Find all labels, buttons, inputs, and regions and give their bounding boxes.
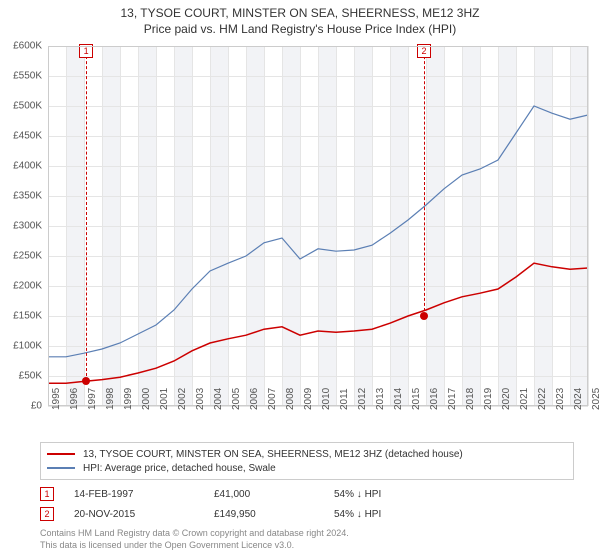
- x-axis-label: 2016: [429, 388, 440, 410]
- y-axis-label: £400K: [13, 161, 42, 172]
- x-axis-label: 2005: [231, 388, 242, 410]
- sales-pct: 54% ↓ HPI: [334, 489, 454, 500]
- x-axis-label: 2013: [375, 388, 386, 410]
- marker-dashed-line: [86, 46, 87, 381]
- sales-pct: 54% ↓ HPI: [334, 509, 454, 520]
- y-axis-label: £100K: [13, 341, 42, 352]
- y-axis-label: £450K: [13, 131, 42, 142]
- sales-price: £41,000: [214, 489, 334, 500]
- titles: 13, TYSOE COURT, MINSTER ON SEA, SHEERNE…: [0, 0, 600, 36]
- x-axis-label: 2004: [213, 388, 224, 410]
- marker-box: 2: [417, 44, 431, 58]
- x-axis-label: 2006: [249, 388, 260, 410]
- footer-line1: Contains HM Land Registry data © Crown c…: [40, 528, 349, 540]
- y-axis-label: £600K: [13, 41, 42, 52]
- x-axis-label: 2003: [195, 388, 206, 410]
- series-line: [48, 106, 588, 357]
- x-axis-label: 1996: [69, 388, 80, 410]
- x-axis-label: 2020: [501, 388, 512, 410]
- legend-row: 13, TYSOE COURT, MINSTER ON SEA, SHEERNE…: [47, 447, 567, 461]
- x-axis-label: 2000: [141, 388, 152, 410]
- y-axis-label: £0: [31, 401, 42, 412]
- legend-swatch: [47, 453, 75, 455]
- marker-dot: [82, 377, 90, 385]
- sales-table: 1 14-FEB-1997£41,00054% ↓ HPI 2 20-NOV-2015…: [40, 484, 454, 524]
- x-axis-label: 2021: [519, 388, 530, 410]
- x-axis-label: 2002: [177, 388, 188, 410]
- y-axis-label: £350K: [13, 191, 42, 202]
- x-axis-label: 2024: [573, 388, 584, 410]
- footer-line2: This data is licensed under the Open Gov…: [40, 540, 349, 552]
- marker-dot: [420, 312, 428, 320]
- x-axis-label: 2018: [465, 388, 476, 410]
- y-axis-label: £550K: [13, 71, 42, 82]
- sales-date: 20-NOV-2015: [74, 509, 214, 520]
- x-axis-label: 2007: [267, 388, 278, 410]
- y-axis-label: £50K: [19, 371, 42, 382]
- x-axis-label: 1997: [87, 388, 98, 410]
- x-axis-label: 2010: [321, 388, 332, 410]
- x-axis-label: 2012: [357, 388, 368, 410]
- x-axis-label: 2009: [303, 388, 314, 410]
- x-axis-label: 2023: [555, 388, 566, 410]
- series-line: [48, 263, 588, 383]
- x-axis-label: 1998: [105, 388, 116, 410]
- sales-row: 1 14-FEB-1997£41,00054% ↓ HPI: [40, 484, 454, 504]
- plot: 12: [48, 46, 588, 406]
- x-axis-label: 1999: [123, 388, 134, 410]
- y-axis-label: £500K: [13, 101, 42, 112]
- x-axis-label: 2015: [411, 388, 422, 410]
- legend-label: HPI: Average price, detached house, Swal…: [83, 463, 276, 474]
- x-axis-label: 2008: [285, 388, 296, 410]
- x-axis-label: 2025: [591, 388, 600, 410]
- y-axis-label: £300K: [13, 221, 42, 232]
- title-sub: Price paid vs. HM Land Registry's House …: [0, 22, 600, 36]
- title-main: 13, TYSOE COURT, MINSTER ON SEA, SHEERNE…: [0, 6, 600, 20]
- x-axis-label: 2011: [339, 388, 350, 410]
- gridline-v: [588, 46, 589, 406]
- sales-marker: 1: [40, 487, 54, 501]
- sales-date: 14-FEB-1997: [74, 489, 214, 500]
- legend: 13, TYSOE COURT, MINSTER ON SEA, SHEERNE…: [40, 442, 574, 480]
- footer: Contains HM Land Registry data © Crown c…: [40, 528, 349, 551]
- sales-row: 2 20-NOV-2015£149,95054% ↓ HPI: [40, 504, 454, 524]
- chart-container: 13, TYSOE COURT, MINSTER ON SEA, SHEERNE…: [0, 0, 600, 560]
- x-axis-label: 2014: [393, 388, 404, 410]
- x-axis-label: 1995: [51, 388, 62, 410]
- y-axis-label: £150K: [13, 311, 42, 322]
- marker-dashed-line: [424, 46, 425, 316]
- marker-box: 1: [79, 44, 93, 58]
- line-layer: [48, 46, 588, 406]
- y-axis-label: £250K: [13, 251, 42, 262]
- x-axis-label: 2022: [537, 388, 548, 410]
- sales-marker: 2: [40, 507, 54, 521]
- legend-label: 13, TYSOE COURT, MINSTER ON SEA, SHEERNE…: [83, 449, 463, 460]
- x-axis-label: 2001: [159, 388, 170, 410]
- x-axis-label: 2019: [483, 388, 494, 410]
- legend-row: HPI: Average price, detached house, Swal…: [47, 461, 567, 475]
- sales-price: £149,950: [214, 509, 334, 520]
- x-axis-label: 2017: [447, 388, 458, 410]
- chart-area: 12 £0£50K£100K£150K£200K£250K£300K£350K£…: [48, 46, 588, 406]
- y-axis-label: £200K: [13, 281, 42, 292]
- legend-swatch: [47, 467, 75, 469]
